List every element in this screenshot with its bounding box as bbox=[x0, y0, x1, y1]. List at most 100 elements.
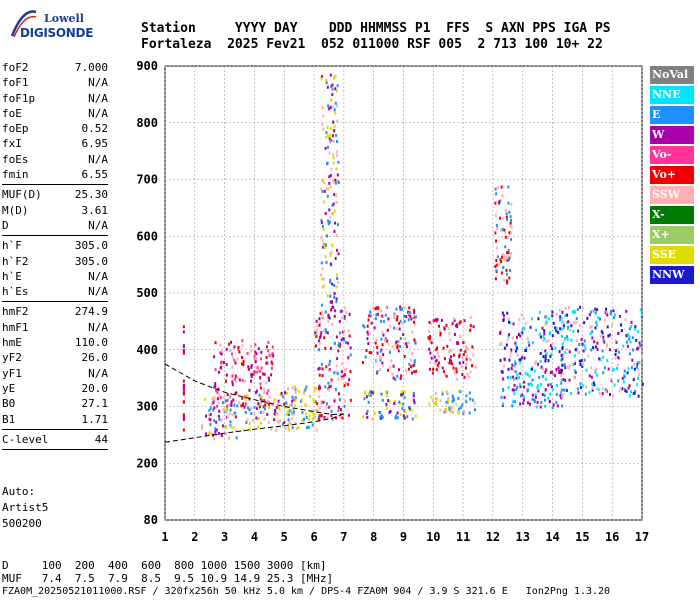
echo-point bbox=[335, 167, 338, 171]
echo-point bbox=[602, 339, 605, 343]
echo-point bbox=[501, 255, 504, 259]
echo-point bbox=[388, 400, 391, 404]
echo-point bbox=[514, 344, 517, 348]
echo-point bbox=[389, 365, 392, 369]
echo-point bbox=[380, 319, 383, 323]
echo-point bbox=[331, 323, 334, 327]
echo-point bbox=[387, 317, 390, 321]
echo-point bbox=[577, 391, 580, 395]
echo-point bbox=[322, 329, 325, 333]
echo-point bbox=[283, 402, 286, 406]
echo-point bbox=[540, 401, 543, 405]
echo-point bbox=[319, 386, 322, 390]
echo-point bbox=[412, 392, 415, 396]
echo-point bbox=[411, 330, 414, 334]
echo-point bbox=[502, 314, 505, 318]
echo-point bbox=[182, 415, 185, 419]
param-row: foF1 N/A bbox=[2, 75, 108, 90]
echo-point bbox=[440, 318, 443, 322]
echo-point bbox=[505, 272, 508, 276]
echo-point bbox=[234, 361, 237, 365]
x-tick-label: 17 bbox=[635, 530, 649, 544]
echo-point bbox=[447, 398, 450, 402]
echo-point bbox=[545, 340, 548, 344]
echo-point bbox=[237, 345, 240, 349]
echo-point bbox=[433, 355, 436, 359]
echo-point bbox=[321, 123, 324, 127]
echo-point bbox=[342, 374, 345, 378]
y-tick-label: 800 bbox=[136, 116, 158, 130]
echo-point bbox=[305, 385, 308, 389]
echo-point bbox=[594, 371, 597, 375]
echo-point bbox=[331, 212, 334, 216]
echo-point bbox=[614, 313, 617, 317]
echo-point bbox=[448, 408, 451, 412]
echo-point bbox=[182, 379, 185, 383]
echo-point bbox=[345, 341, 348, 345]
echo-point bbox=[312, 410, 315, 414]
x-tick-label: 15 bbox=[575, 530, 589, 544]
echo-point bbox=[223, 410, 226, 414]
echo-point bbox=[322, 400, 325, 404]
echo-point bbox=[399, 337, 402, 341]
echo-point bbox=[324, 385, 327, 389]
echo-point bbox=[214, 433, 217, 437]
legend-item: Vo- bbox=[650, 146, 694, 164]
echo-point bbox=[468, 357, 471, 361]
echo-point bbox=[579, 386, 582, 390]
echo-point bbox=[544, 356, 547, 360]
echo-point bbox=[316, 324, 319, 328]
echo-point bbox=[563, 339, 566, 343]
echo-point bbox=[262, 372, 265, 376]
echo-point bbox=[330, 346, 333, 350]
echo-point bbox=[379, 355, 382, 359]
echo-point bbox=[369, 310, 372, 314]
echo-point bbox=[291, 399, 294, 403]
echo-point bbox=[617, 379, 620, 383]
echo-point bbox=[320, 74, 323, 78]
echo-point bbox=[268, 395, 271, 399]
echo-point bbox=[376, 345, 379, 349]
y-tick-label: 300 bbox=[136, 400, 158, 414]
echo-point bbox=[435, 403, 438, 407]
echo-point bbox=[439, 399, 442, 403]
echo-point bbox=[330, 84, 333, 88]
echo-point bbox=[315, 328, 318, 332]
echo-point bbox=[428, 347, 431, 351]
echo-point bbox=[226, 393, 229, 397]
echo-point bbox=[534, 392, 537, 396]
echo-point bbox=[551, 341, 554, 345]
echo-point bbox=[201, 423, 204, 427]
echo-point bbox=[182, 413, 185, 417]
echo-point bbox=[333, 108, 336, 112]
echo-point bbox=[265, 345, 268, 349]
echo-point bbox=[380, 337, 383, 341]
echo-point bbox=[558, 370, 561, 374]
echo-point bbox=[625, 389, 628, 393]
echo-point bbox=[332, 156, 335, 160]
echo-point bbox=[325, 330, 328, 334]
echo-point bbox=[549, 344, 552, 348]
echo-point bbox=[327, 134, 330, 138]
echo-point bbox=[564, 378, 567, 382]
echo-point bbox=[403, 354, 406, 358]
echo-point bbox=[329, 185, 332, 189]
echo-point bbox=[331, 243, 334, 247]
echo-point bbox=[304, 403, 307, 407]
echo-point bbox=[323, 284, 326, 288]
echo-point bbox=[319, 334, 322, 338]
x-tick-label: 12 bbox=[486, 530, 500, 544]
echo-point bbox=[393, 326, 396, 330]
echo-point bbox=[232, 398, 235, 402]
echo-point bbox=[544, 370, 547, 374]
echo-point bbox=[381, 331, 384, 335]
echo-point bbox=[519, 331, 522, 335]
echo-point bbox=[325, 131, 328, 135]
echo-point bbox=[325, 81, 328, 85]
echo-point bbox=[223, 360, 226, 364]
echo-point bbox=[494, 231, 497, 235]
echo-point bbox=[267, 420, 270, 424]
echo-point bbox=[579, 323, 582, 327]
echo-point bbox=[543, 398, 546, 402]
echo-point bbox=[254, 360, 257, 364]
